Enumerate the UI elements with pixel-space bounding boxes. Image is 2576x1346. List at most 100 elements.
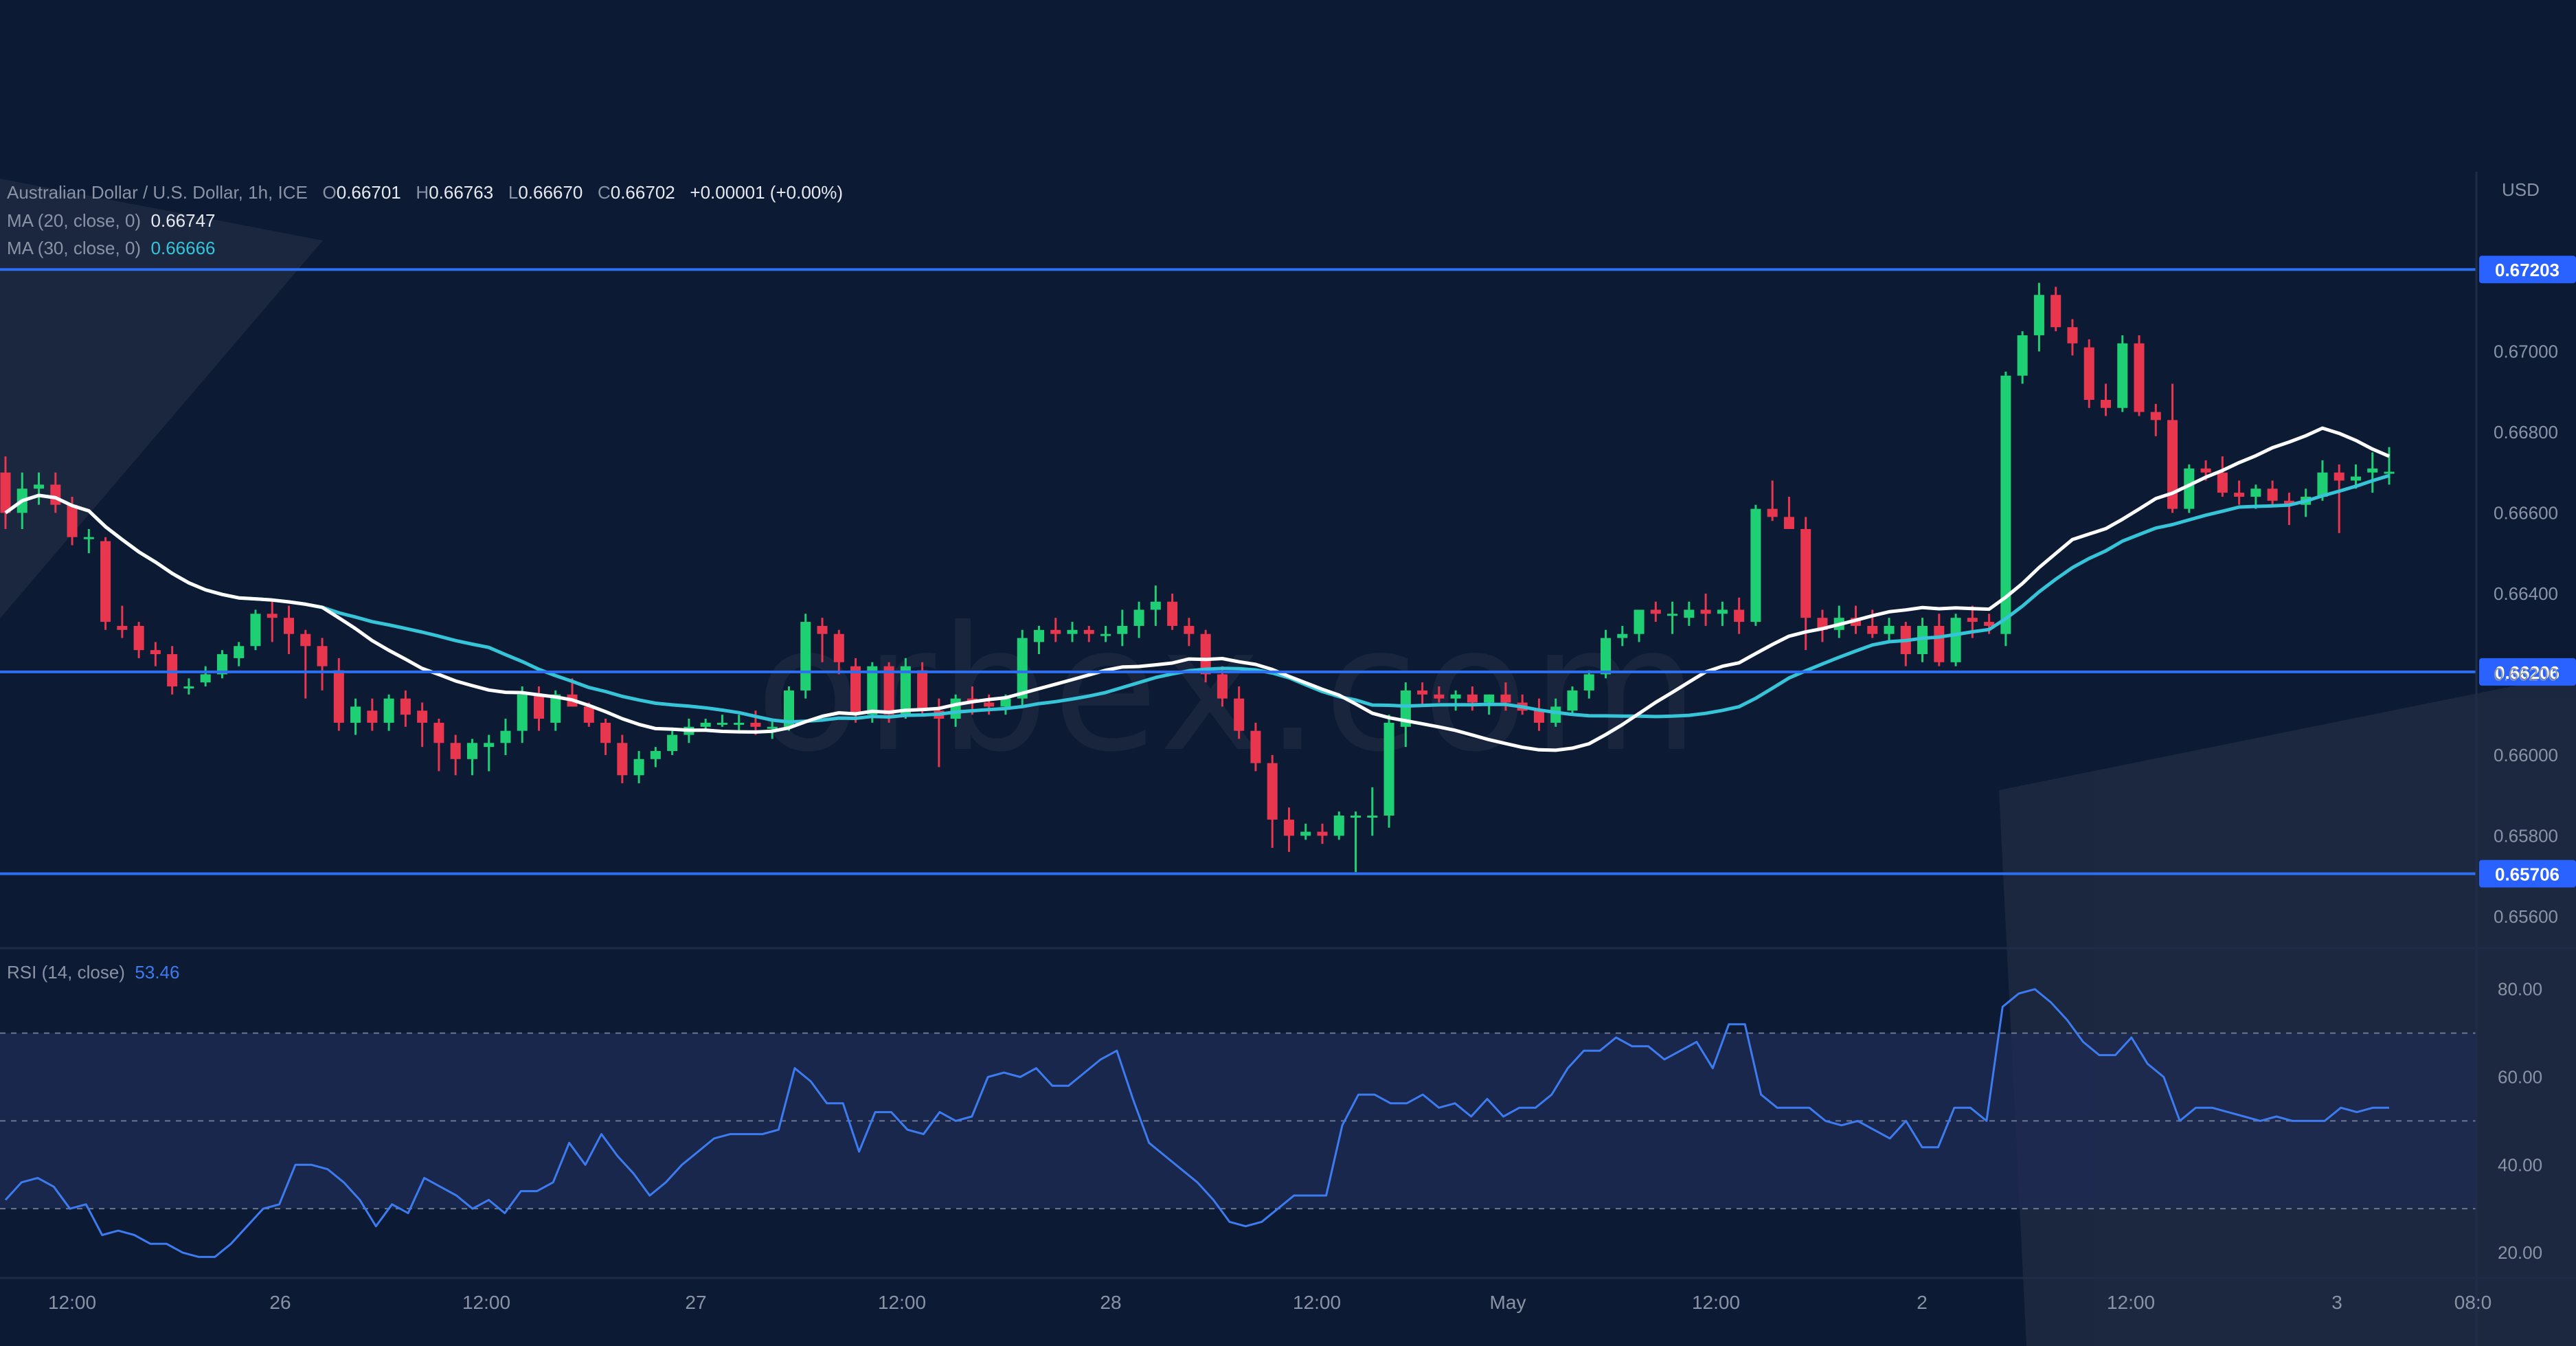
- price-tick-label: 0.66000: [2494, 745, 2558, 765]
- rsi-tick-label: 60.00: [2498, 1067, 2542, 1088]
- candle: [1783, 496, 1794, 529]
- time-tick-label: 12:00: [2107, 1292, 2155, 1313]
- ma30-line: [4, 473, 2390, 724]
- candle: [767, 719, 778, 739]
- candle: [1450, 690, 1461, 711]
- candle: [2117, 335, 2128, 412]
- candle-body: [633, 759, 644, 776]
- candle: [433, 719, 444, 772]
- candle-body: [600, 722, 611, 743]
- candle-body: [2234, 493, 2245, 497]
- candle-body: [833, 633, 844, 662]
- ma20-value: 0.66747: [150, 210, 216, 231]
- rsi-band: [0, 1033, 2476, 1209]
- candle-body: [2367, 468, 2378, 473]
- candle: [1567, 686, 1578, 715]
- candle-body: [900, 666, 911, 715]
- candle-body: [167, 654, 178, 687]
- candle: [1083, 625, 1094, 642]
- candle: [250, 609, 261, 651]
- candle-body: [2350, 476, 2361, 481]
- candle-body: [1050, 629, 1061, 634]
- candle-body: [1767, 508, 1778, 517]
- level-label: 0.66206: [2495, 662, 2560, 683]
- candle: [500, 719, 511, 755]
- time-tick-label: 12:00: [1293, 1292, 1341, 1313]
- axes: 0.67203 0.66206 0.65706 USD 0.67000 0.66800 0.…: [0, 172, 2576, 1346]
- candle-body: [2334, 472, 2345, 481]
- high-value: 0.66763: [429, 182, 494, 203]
- candle-body: [1450, 694, 1461, 699]
- candle-body: [734, 722, 745, 725]
- candle: [283, 605, 295, 655]
- candle: [1283, 807, 1294, 852]
- candle: [484, 734, 495, 772]
- candle: [2033, 282, 2044, 352]
- candle-body: [950, 698, 961, 719]
- candle: [1267, 754, 1278, 849]
- candle-body: [1667, 614, 1678, 616]
- time-tick-label: 12:00: [48, 1292, 96, 1313]
- candle-body: [216, 654, 227, 675]
- candle-body: [283, 618, 295, 634]
- candle-body: [984, 702, 995, 707]
- candle: [200, 666, 211, 687]
- candle-body: [1383, 722, 1394, 816]
- candle-body: [2267, 489, 2278, 501]
- candle-body: [517, 694, 528, 731]
- ma20-line: [4, 426, 2390, 752]
- candle: [2000, 371, 2011, 647]
- candle-body: [2050, 295, 2061, 328]
- candle-body: [2083, 347, 2094, 400]
- candle: [1200, 629, 1211, 683]
- candle: [2083, 339, 2094, 408]
- candle-body: [1867, 625, 1878, 634]
- time-tick-label: 12:00: [462, 1292, 510, 1313]
- candle-body: [667, 734, 678, 752]
- time-tick-label: 08:0: [2454, 1292, 2492, 1313]
- candle-body: [867, 666, 878, 715]
- ma30-label: MA (30, close, 0): [7, 238, 142, 258]
- candle: [450, 734, 461, 776]
- candle: [333, 658, 344, 731]
- candle: [1600, 629, 1612, 679]
- candle-body: [183, 686, 194, 689]
- candle: [1650, 601, 1661, 622]
- candle-body: [2217, 472, 2228, 493]
- instrument-name: Australian Dollar / U.S. Dollar, 1h, ICE: [7, 182, 308, 203]
- candle-body: [500, 730, 511, 743]
- candle-body: [2100, 399, 2112, 408]
- open-label: O: [322, 182, 337, 203]
- candle-body: [783, 690, 795, 727]
- time-tick-label: May: [1490, 1292, 1526, 1313]
- candle-body: [1033, 629, 1044, 642]
- candle: [1167, 593, 1178, 630]
- candle: [1434, 686, 1445, 703]
- candle: [2100, 383, 2112, 416]
- candle-body: [1000, 698, 1011, 707]
- candle-body: [383, 698, 394, 723]
- candle: [2384, 447, 2395, 485]
- candle-body: [1234, 698, 1245, 731]
- candle-body: [1800, 528, 1811, 618]
- candle-body: [750, 722, 761, 727]
- candle-body: [850, 666, 861, 715]
- candle: [167, 646, 178, 695]
- candle: [1917, 618, 1928, 662]
- candle-body: [1533, 710, 1544, 723]
- candle-body: [2067, 327, 2078, 344]
- candle-body: [2384, 471, 2395, 474]
- low-label: L: [508, 182, 519, 203]
- rsi-tick-label: 20.00: [2498, 1242, 2542, 1263]
- candle-body: [317, 646, 328, 666]
- candle-body: [1100, 633, 1111, 636]
- candle-body: [1984, 622, 1995, 626]
- rsi-line: [4, 988, 2389, 1258]
- candle-body: [117, 625, 128, 630]
- candle: [1250, 722, 1261, 772]
- candle-body: [1617, 633, 1628, 638]
- candle-body: [1400, 690, 1411, 727]
- candle: [517, 686, 528, 743]
- candle: [183, 678, 194, 695]
- candle: [2184, 464, 2195, 513]
